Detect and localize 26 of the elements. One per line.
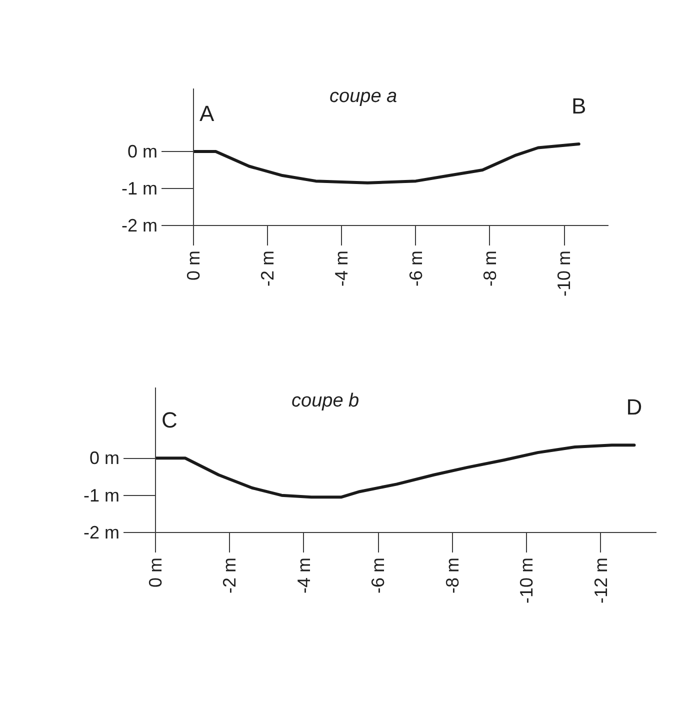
- x-tick-label: -2 m: [220, 558, 240, 594]
- y-tick-label: -1 m: [84, 485, 120, 506]
- line-series: [194, 142, 580, 184]
- x-tick-label: 0 m: [184, 250, 204, 281]
- x-tick-label: -10 m: [554, 250, 574, 297]
- annotation: C: [162, 408, 178, 433]
- x-tick-label: -4 m: [294, 558, 314, 594]
- y-tick-label: -2 m: [122, 216, 158, 236]
- annotation: A: [200, 100, 214, 126]
- annotation: D: [626, 394, 642, 420]
- x-tick-label: -12 m: [590, 557, 611, 604]
- x-tick-label: -10 m: [516, 557, 537, 604]
- x-tick-label: -6 m: [406, 250, 426, 286]
- chart-title: coupe a: [330, 86, 398, 107]
- x-tick-label: -8 m: [480, 250, 500, 286]
- chart-title: coupe b: [292, 390, 360, 412]
- x-tick-label: -4 m: [332, 250, 352, 286]
- line-series: [156, 444, 636, 499]
- x-tick-label: -6 m: [368, 558, 388, 594]
- x-tick-label: -2 m: [258, 250, 278, 286]
- annotation: B: [572, 94, 586, 119]
- y-tick-label: -2 m: [84, 522, 120, 542]
- y-tick-label: 0 m: [127, 141, 158, 162]
- x-tick-label: -8 m: [442, 558, 462, 594]
- y-tick-label: 0 m: [89, 448, 120, 468]
- y-tick-label: -1 m: [122, 178, 158, 198]
